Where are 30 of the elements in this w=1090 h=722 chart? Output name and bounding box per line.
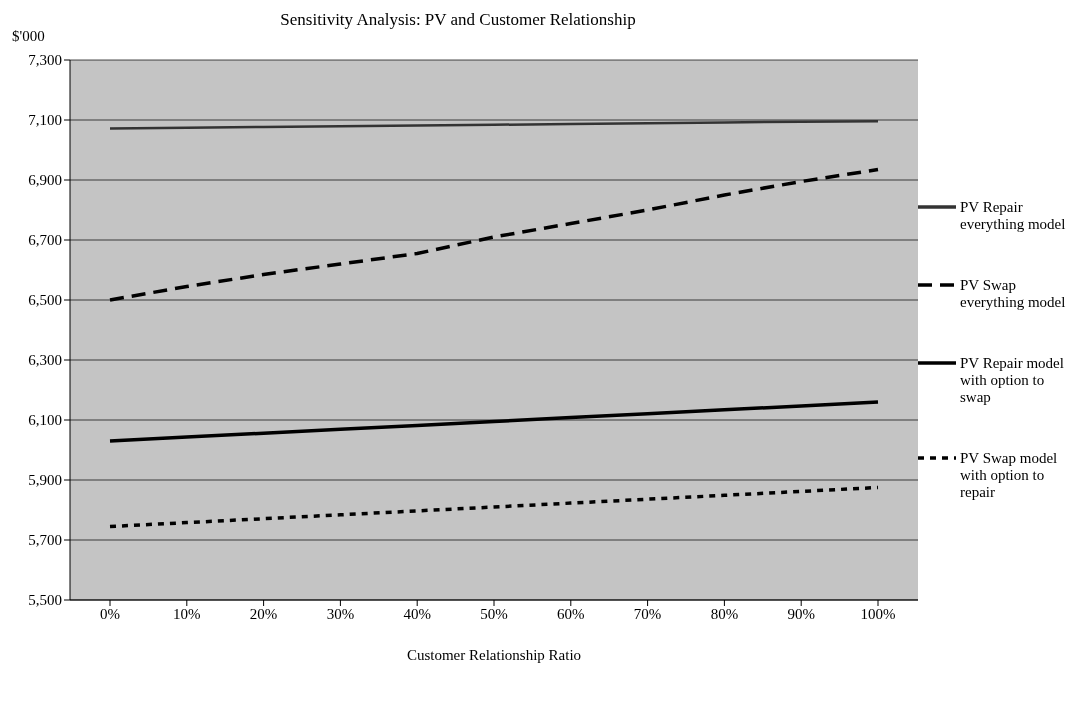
- legend-label: PV Repair everything model: [960, 199, 1067, 233]
- legend-label: PV Swap model with option to repair: [960, 450, 1059, 501]
- legend-label: PV Repair model with option to swap: [960, 355, 1065, 406]
- x-tick-label: 30%: [326, 605, 355, 622]
- x-tick-label: 50%: [480, 605, 508, 622]
- y-tick-label: 7,100: [28, 112, 62, 129]
- y-tick-label: 6,300: [28, 352, 62, 369]
- x-tick-label: 10%: [173, 605, 201, 622]
- x-tick-label: 0%: [100, 605, 120, 622]
- line-series: [108, 485, 880, 529]
- x-tick-label: 20%: [249, 605, 278, 622]
- x-tick-label: 40%: [403, 605, 431, 622]
- y-tick-label: 6,700: [28, 232, 62, 249]
- y-tick-label: 5,500: [28, 592, 62, 609]
- y-axis-title: $'000: [12, 28, 45, 45]
- y-tick-label: 7,300: [28, 52, 62, 69]
- y-tick-label: 5,900: [28, 472, 62, 489]
- x-tick-label: 90%: [787, 605, 815, 622]
- y-tick-label: 6,500: [28, 292, 62, 309]
- y-tick-label: 6,900: [28, 172, 62, 189]
- y-tick-label: 6,100: [28, 412, 62, 429]
- y-tick-label: 5,700: [28, 532, 62, 549]
- x-tick-label: 60%: [557, 605, 585, 622]
- x-tick-label: 80%: [710, 605, 739, 622]
- line-series: [108, 119, 880, 130]
- x-tick-label: 100%: [860, 605, 896, 622]
- legend-label: PV Swap everything model: [960, 277, 1067, 311]
- chart-title: Sensitivity Analysis: PV and Customer Relationship: [280, 10, 636, 29]
- x-tick-label: 70%: [633, 605, 662, 622]
- x-axis-title: Customer Relationship Ratio: [406, 647, 582, 663]
